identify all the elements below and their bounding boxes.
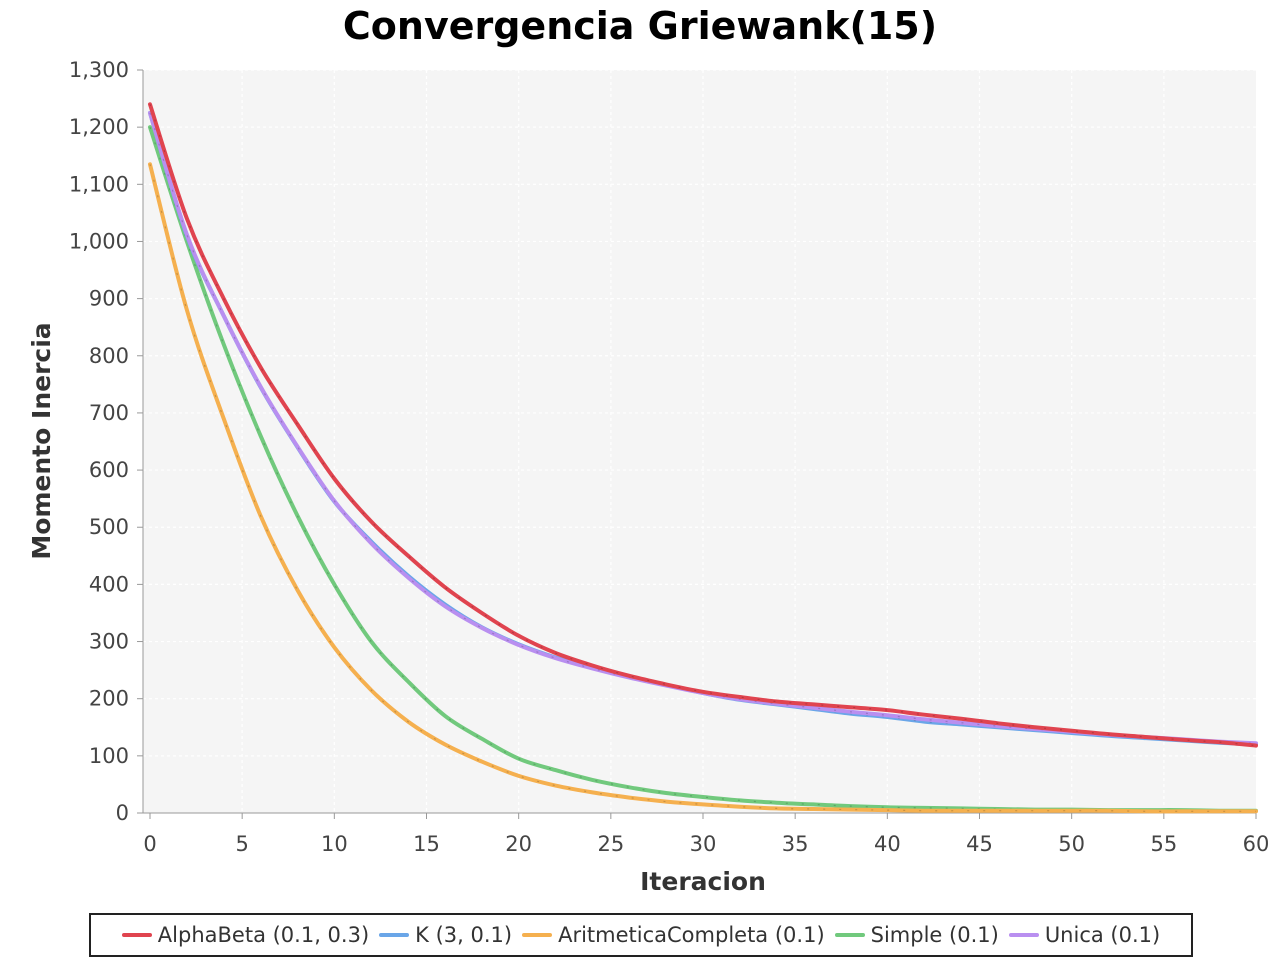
series-lines [148,102,1258,814]
x-tick-label: 15 [413,832,440,856]
legend-swatch [522,933,553,937]
x-tick-label: 40 [874,832,901,856]
y-axis-label: Momento Inercia [27,322,56,559]
y-tick-label: 800 [89,344,129,368]
x-tick-label: 45 [966,832,993,856]
legend-item-3: Simple (0.1) [834,923,999,947]
legend-label: K (3, 0.1) [415,923,513,947]
legend-swatch [121,933,152,937]
x-tick-label: 50 [1058,832,1085,856]
y-tick-label: 500 [89,515,129,539]
x-tick-label: 55 [1150,832,1177,856]
x-tick-label: 25 [597,832,624,856]
legend: AlphaBeta (0.1, 0.3) K (3, 0.1) Aritmetica… [89,913,1193,957]
x-axis-label: Iteracion [640,867,766,896]
series-line-texture-4 [149,112,1257,744]
x-tick-label: 0 [143,832,156,856]
legend-swatch [1008,933,1039,937]
y-axis-ticks: 0 100 200 300 400 500 600 700 800 900 1,000 1,100 1,… [69,58,143,825]
legend-item-2: AritmeticaCompleta (0.1) [522,923,825,947]
y-tick-label: 1,100 [69,172,129,196]
x-axis-ticks: 0 5 10 15 20 25 30 35 40 45 50 55 60 [143,813,1269,856]
x-tick-label: 60 [1243,832,1270,856]
y-tick-label: 100 [89,744,129,768]
y-tick-label: 900 [89,287,129,311]
y-tick-label: 600 [89,458,129,482]
y-tick-label: 1,300 [69,58,129,82]
y-tick-label: 1,000 [69,229,129,253]
y-tick-label: 700 [89,401,129,425]
legend-swatch [834,933,865,937]
legend-item-4: Unica (0.1) [1008,923,1161,947]
y-tick-label: 300 [89,630,129,654]
legend-swatch [379,933,410,937]
legend-label: Simple (0.1) [870,923,999,947]
legend-label: Unica (0.1) [1044,923,1161,947]
x-tick-label: 10 [321,832,348,856]
legend-label: AritmeticaCompleta (0.1) [558,923,825,947]
x-tick-label: 20 [505,832,532,856]
y-tick-label: 1,200 [69,115,129,139]
x-tick-label: 5 [235,832,248,856]
x-tick-label: 35 [782,832,809,856]
x-tick-label: 30 [690,832,717,856]
grid-lines [143,69,1256,813]
series-line-2 [148,162,1258,814]
legend-item-0: AlphaBeta (0.1, 0.3) [121,923,370,947]
y-tick-label: 200 [89,687,129,711]
chart-title: Convergencia Griewank(15) [342,4,938,48]
legend-item-1: K (3, 0.1) [379,923,512,947]
y-tick-label: 0 [116,801,129,825]
y-tick-label: 400 [89,572,129,596]
legend-label: AlphaBeta (0.1, 0.3) [157,923,370,947]
series-line-0 [148,102,1258,748]
